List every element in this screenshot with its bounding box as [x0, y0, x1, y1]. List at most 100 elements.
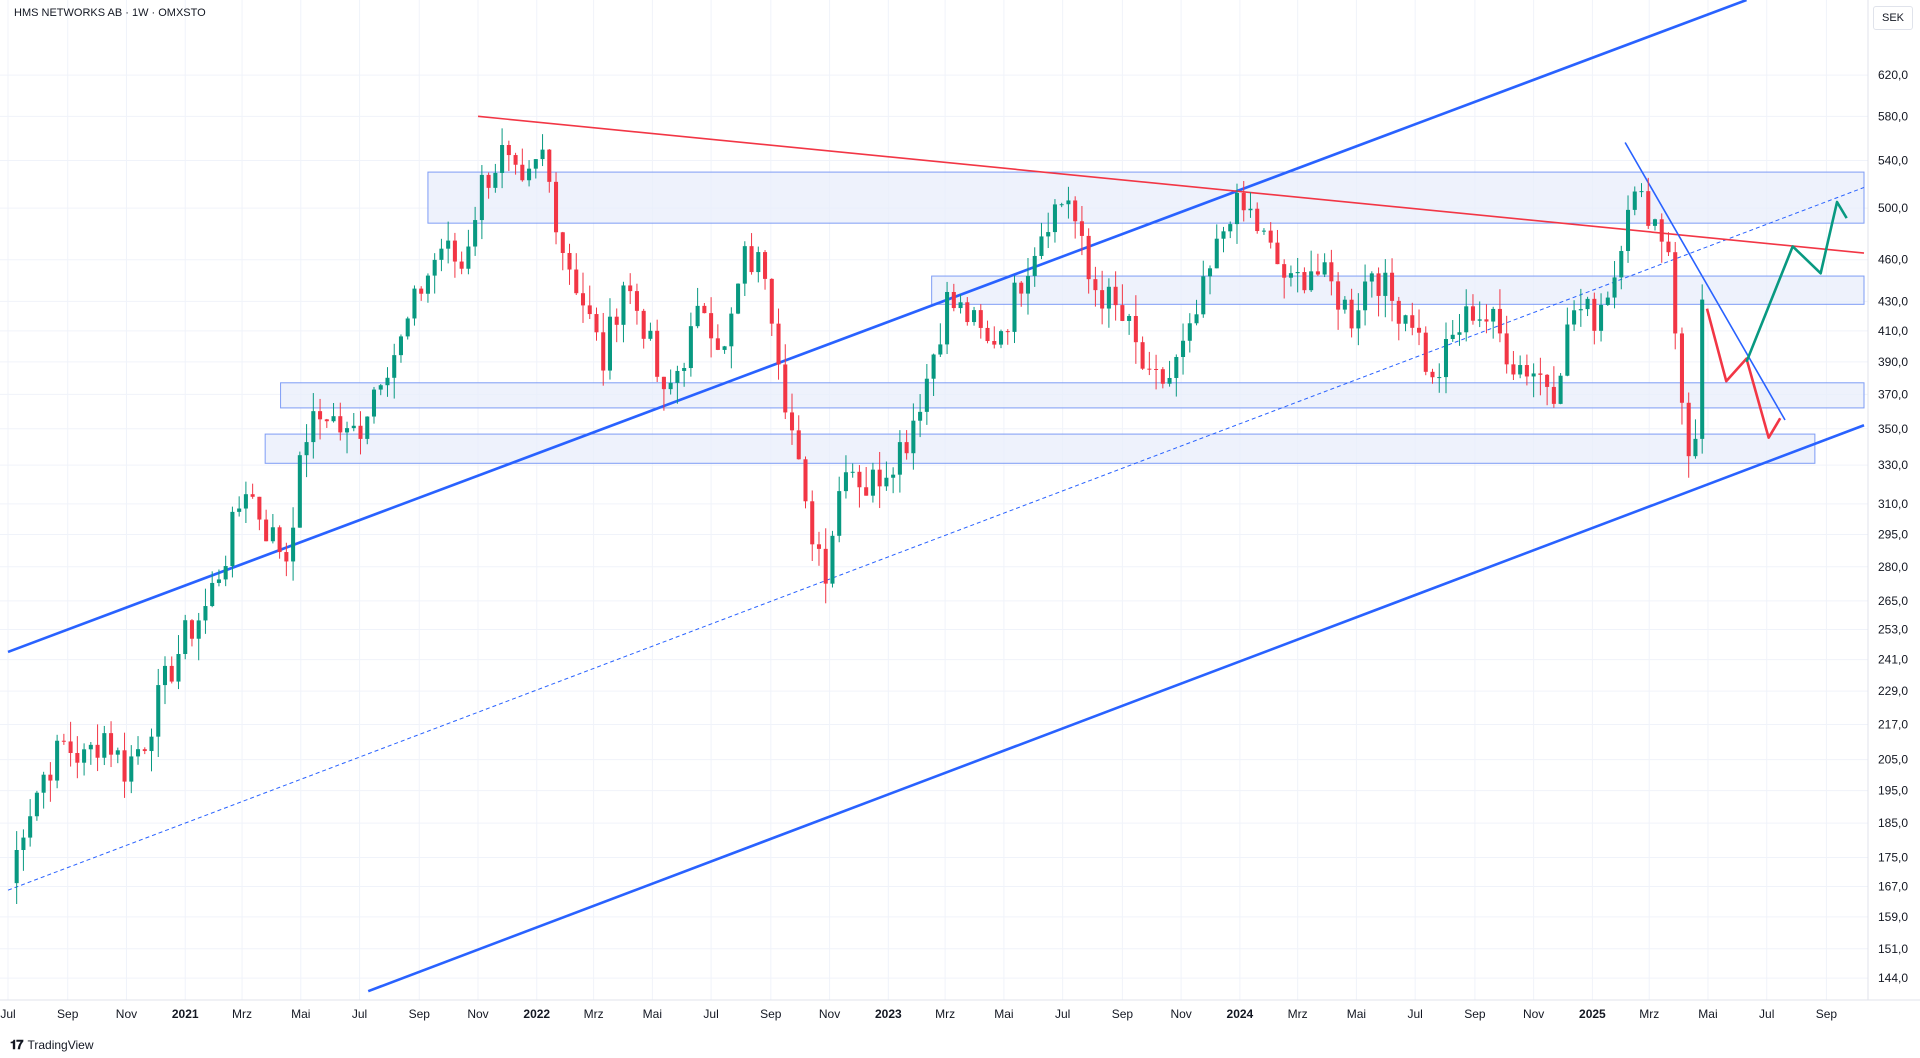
axes [0, 0, 1920, 1001]
support-zone-upper [280, 382, 1865, 409]
y-tick-label: 205,0 [1878, 753, 1908, 767]
candle-body [1558, 375, 1563, 404]
candle-body [439, 248, 444, 260]
candle-body [1073, 200, 1078, 222]
candle-body [924, 378, 929, 412]
y-tick-label: 185,0 [1878, 816, 1908, 830]
candle-body [1019, 282, 1024, 294]
y-tick-label: 241,0 [1878, 653, 1908, 667]
candle-body [870, 469, 875, 496]
candle-body [1551, 386, 1556, 404]
candle-body [547, 149, 552, 182]
symbol-title: HMS NETWORKS AB · 1W · OMXSTO [14, 7, 206, 19]
candle-body [385, 377, 390, 386]
candle-body [365, 416, 370, 439]
candle-body [1032, 255, 1037, 276]
x-tick-label: Nov [1523, 1007, 1544, 1021]
trend-lines [7, 0, 1865, 993]
x-tick-label: Nov [467, 1007, 488, 1021]
candle-body [1646, 191, 1651, 226]
candle-body [749, 246, 754, 273]
candle-body [291, 527, 296, 562]
x-tick-label: Mai [1698, 1007, 1717, 1021]
x-tick-label: Sep [57, 1007, 79, 1021]
x-tick-label: Nov [1170, 1007, 1191, 1021]
candle-body [1450, 334, 1455, 339]
candle-body [1349, 299, 1354, 329]
candle-body [1241, 192, 1246, 211]
candle-body [284, 552, 289, 562]
candle-body [763, 252, 768, 279]
candle-body [1086, 235, 1091, 280]
candle-body [1443, 338, 1449, 378]
candle-body [891, 474, 896, 478]
y-tick-label: 350,0 [1878, 422, 1908, 436]
candle-body [1255, 208, 1260, 232]
x-tick-label: 2023 [875, 1007, 902, 1021]
candle-body [142, 749, 147, 752]
x-tick-label: Mai [643, 1007, 662, 1021]
candle-body [210, 582, 215, 607]
tradingview-logo-icon: 𝟏𝟕 [10, 1037, 24, 1052]
candle-body [648, 330, 653, 339]
x-tick-label: Jul [352, 1007, 367, 1021]
candle-body [1470, 306, 1475, 321]
candle-body [709, 313, 714, 339]
y-tick-label: 167,0 [1878, 879, 1908, 893]
candle-body [1093, 279, 1098, 291]
candle-body [843, 472, 848, 492]
candle-body [1059, 204, 1064, 206]
x-tick-label: Jul [1407, 1007, 1422, 1021]
candle-body [75, 753, 80, 763]
candle-body [1524, 365, 1529, 377]
currency-button[interactable]: SEK [1873, 6, 1913, 30]
y-tick-label: 390,0 [1878, 355, 1908, 369]
horizontal-zones [264, 171, 1865, 464]
candle-body [324, 419, 329, 422]
candle-body [250, 494, 255, 497]
candlestick-series [14, 128, 1705, 905]
candle-body [14, 850, 19, 884]
candle-body [425, 275, 430, 294]
candle-body [1207, 268, 1213, 277]
resistance-zone-top [427, 171, 1865, 224]
candle-body [398, 336, 403, 356]
candle-body [41, 774, 46, 793]
candle-body [1376, 273, 1381, 296]
x-tick-label: 2022 [523, 1007, 550, 1021]
short-term-down-trend [1624, 142, 1786, 421]
y-tick-label: 500,0 [1878, 201, 1908, 215]
candle-body [1282, 264, 1287, 278]
candle-body [189, 620, 194, 639]
candle-body [351, 425, 356, 429]
candle-body [641, 310, 646, 339]
x-tick-label: Jul [0, 1007, 15, 1021]
candle-body [803, 459, 808, 502]
candle-body [810, 501, 815, 545]
y-axis-labels: 144,0 151,0 159,0 167,0 175,0 185,0 195,0 205,0… [1878, 68, 1908, 985]
x-tick-label: 2025 [1579, 1007, 1606, 1021]
candle-body [607, 316, 612, 371]
candle-body [1477, 319, 1482, 321]
x-tick-label: Nov [116, 1007, 137, 1021]
candle-body [216, 579, 221, 583]
x-tick-label: Mai [1347, 1007, 1366, 1021]
y-tick-label: 217,0 [1878, 717, 1908, 731]
y-tick-label: 265,0 [1878, 594, 1908, 608]
candle-body [1039, 236, 1044, 256]
candle-body [68, 741, 73, 754]
candle-body [500, 145, 505, 173]
candle-body [1201, 276, 1206, 315]
candle-body [1066, 200, 1071, 205]
candle-body [1221, 231, 1226, 239]
candle-body [682, 368, 687, 371]
candle-body [688, 326, 693, 369]
candle-body [452, 240, 457, 262]
candle-body [1416, 327, 1422, 333]
candle-body [634, 291, 639, 311]
candle-body [1666, 241, 1671, 253]
candle-body [830, 535, 835, 584]
candle-body [789, 412, 795, 431]
candle-body [1585, 298, 1590, 310]
